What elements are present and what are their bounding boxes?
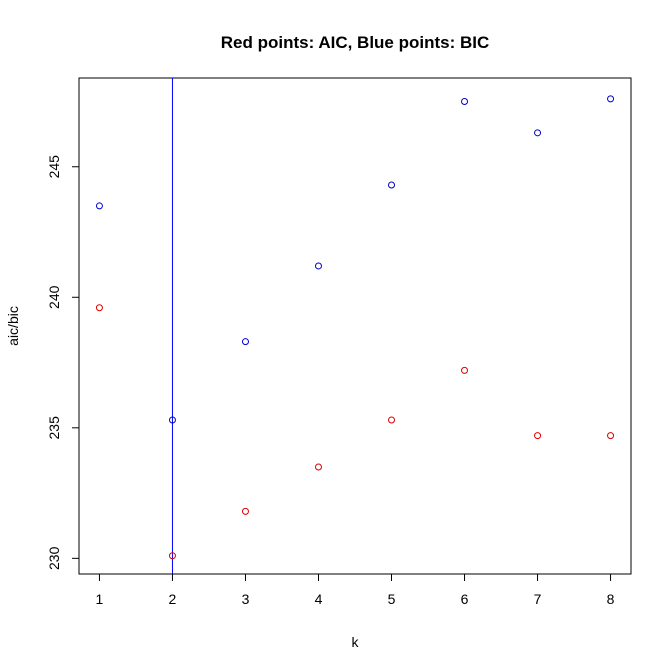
x-tick-label: 5 xyxy=(388,591,396,607)
x-tick-label: 6 xyxy=(461,591,469,607)
bic-point xyxy=(607,95,615,103)
x-tick-label: 2 xyxy=(169,591,177,607)
aic-point xyxy=(241,507,249,515)
bic-point xyxy=(534,129,542,137)
bic-point xyxy=(95,202,103,210)
x-tick-label: 8 xyxy=(607,591,615,607)
aic-point xyxy=(388,416,396,424)
bic-point xyxy=(388,181,396,189)
x-axis: 1 2 3 4 5 6 7 8 xyxy=(96,573,615,607)
aic-point xyxy=(461,366,469,374)
y-axis: 230 235 240 245 xyxy=(46,155,80,570)
x-tick-label: 7 xyxy=(534,591,542,607)
plot-frame xyxy=(78,77,632,575)
aic-point xyxy=(607,432,615,440)
x-tick-label: 3 xyxy=(242,591,250,607)
x-axis-label: k xyxy=(352,634,360,650)
aic-point xyxy=(95,304,103,312)
points-layer xyxy=(95,95,615,560)
aic-point xyxy=(314,463,322,471)
y-tick-label: 230 xyxy=(46,546,62,570)
bic-point xyxy=(241,338,249,346)
x-tick-label: 1 xyxy=(96,591,104,607)
y-tick-label: 245 xyxy=(46,155,62,179)
chart-title: Red points: AIC, Blue points: BIC xyxy=(221,33,490,52)
y-tick-label: 240 xyxy=(46,285,62,309)
aic-point xyxy=(534,432,542,440)
x-tick-label: 4 xyxy=(315,591,323,607)
bic-point xyxy=(168,416,176,424)
aic-point xyxy=(168,552,176,560)
y-tick-label: 235 xyxy=(46,416,62,440)
bic-point xyxy=(314,262,322,270)
y-axis-label: aic/bic xyxy=(5,306,21,346)
bic-point xyxy=(461,97,469,105)
